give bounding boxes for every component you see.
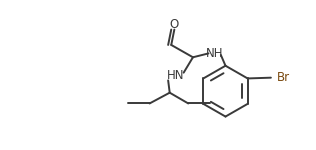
Text: Br: Br [277, 71, 290, 84]
Text: HN: HN [167, 69, 185, 82]
Text: NH: NH [206, 47, 223, 60]
Text: O: O [170, 18, 179, 31]
